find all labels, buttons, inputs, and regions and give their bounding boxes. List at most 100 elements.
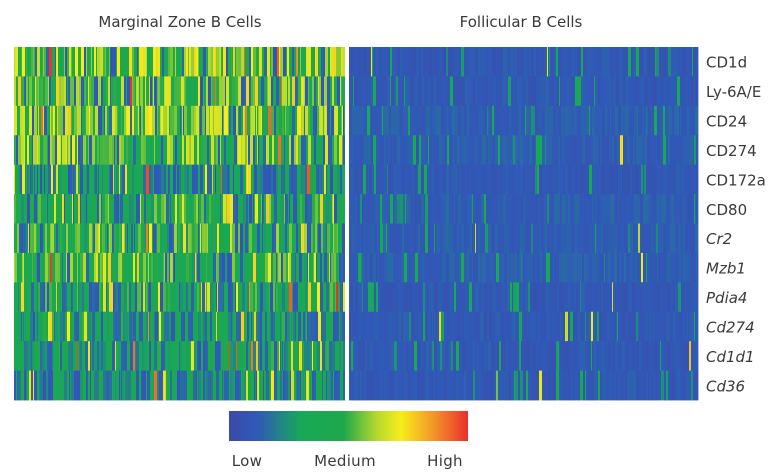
heatmap-cell xyxy=(58,370,61,401)
heatmap-cell xyxy=(556,223,558,254)
heatmap-cell xyxy=(253,194,255,224)
heatmap-cell xyxy=(88,194,92,224)
heatmap-cell xyxy=(454,223,456,254)
heatmap-cell xyxy=(377,370,379,401)
heatmap-cell xyxy=(169,223,173,254)
heatmap-cell xyxy=(640,223,642,254)
heatmap-cell xyxy=(245,252,247,283)
heatmap-cell xyxy=(540,223,544,254)
heatmap-cell xyxy=(621,164,623,195)
heatmap-cell xyxy=(180,341,183,371)
heatmap-cell xyxy=(19,47,22,77)
heatmap-cell xyxy=(428,311,431,342)
heatmap-cell xyxy=(177,135,180,166)
heatmap-cell xyxy=(211,47,214,77)
heatmap-cell xyxy=(557,311,560,342)
row-label: Ly-6A/E xyxy=(706,83,761,101)
heatmap-cell xyxy=(584,252,588,283)
heatmap-cell xyxy=(539,223,541,254)
heatmap-cell xyxy=(291,164,295,195)
heatmap-cell xyxy=(562,252,565,283)
heatmap-cell xyxy=(47,282,50,313)
heatmap-cell xyxy=(532,341,534,371)
heatmap-cell xyxy=(178,341,180,371)
heatmap-cell xyxy=(434,164,437,195)
heatmap-cell xyxy=(71,47,73,77)
heatmap-cell xyxy=(92,311,96,342)
heatmap-cell xyxy=(336,282,339,313)
heatmap-cell xyxy=(81,105,83,136)
heatmap-cell xyxy=(217,341,221,371)
heatmap-cell xyxy=(695,341,699,371)
heatmap-cell xyxy=(102,370,104,401)
heatmap-cell xyxy=(567,252,570,283)
heatmap-cell xyxy=(176,282,180,313)
heatmap-cell xyxy=(366,164,368,195)
heatmap-cell xyxy=(338,105,341,136)
heatmap-cell xyxy=(511,223,515,254)
heatmap-cell xyxy=(663,223,667,254)
heatmap-cell xyxy=(381,252,385,283)
heatmap-cell xyxy=(286,47,288,77)
heatmap-cell xyxy=(537,311,539,342)
heatmap-cell xyxy=(214,194,216,224)
heatmap-cell xyxy=(625,370,628,401)
heatmap-cell xyxy=(299,311,302,342)
heatmap-cell xyxy=(617,282,621,313)
heatmap-cell xyxy=(421,76,423,107)
heatmap-cell xyxy=(619,370,621,401)
heatmap-cell xyxy=(169,311,172,342)
heatmap-cell xyxy=(672,282,674,313)
heatmap-cell xyxy=(565,282,569,313)
heatmap-cell xyxy=(536,194,539,224)
heatmap-cell xyxy=(137,47,139,77)
heatmap-cell xyxy=(533,223,536,254)
heatmap-cell xyxy=(29,223,31,254)
heatmap-cell xyxy=(289,252,292,283)
heatmap-cell xyxy=(143,370,147,401)
heatmap-cell xyxy=(202,223,205,254)
heatmap-cell xyxy=(426,135,429,166)
heatmap-cell xyxy=(338,370,341,401)
heatmap-cell xyxy=(309,223,312,254)
heatmap-cell xyxy=(390,252,392,283)
heatmap-cell xyxy=(696,370,699,401)
heatmap-cell xyxy=(180,223,184,254)
heatmap-cell xyxy=(458,223,460,254)
heatmap-cell xyxy=(258,76,262,107)
heatmap-cell xyxy=(98,311,100,342)
heatmap-cell xyxy=(592,194,594,224)
heatmap-cell xyxy=(494,194,497,224)
heatmap-cell xyxy=(586,105,590,136)
heatmap-cell xyxy=(164,164,167,195)
heatmap-cell xyxy=(512,194,516,224)
heatmap-cell xyxy=(420,252,422,283)
heatmap-cell xyxy=(38,105,40,136)
heatmap-cell xyxy=(536,223,539,254)
heatmap-cell xyxy=(57,282,60,313)
heatmap-cell xyxy=(182,105,184,136)
heatmap-cell xyxy=(500,105,504,136)
heatmap-cell xyxy=(282,311,286,342)
heatmap-cell xyxy=(158,47,161,77)
heatmap-cell xyxy=(445,341,449,371)
heatmap-cell xyxy=(425,194,429,224)
heatmap-cell xyxy=(440,223,444,254)
heatmap-cell xyxy=(208,341,212,371)
heatmap-cell xyxy=(568,47,571,77)
heatmap-cell xyxy=(94,370,98,401)
heatmap-cell xyxy=(577,282,581,313)
heatmap-cell xyxy=(672,105,675,136)
heatmap-cell xyxy=(663,311,667,342)
heatmap-cell xyxy=(679,194,683,224)
heatmap-cell xyxy=(203,311,206,342)
heatmap-cell xyxy=(230,370,233,401)
heatmap-cell xyxy=(626,76,630,107)
heatmap-panel-marginal-zone xyxy=(14,47,346,401)
heatmap-cell xyxy=(598,341,600,371)
heatmap-cell xyxy=(535,135,537,166)
heatmap-cell xyxy=(684,194,686,224)
heatmap-cell xyxy=(333,282,336,313)
heatmap-cell xyxy=(119,223,122,254)
